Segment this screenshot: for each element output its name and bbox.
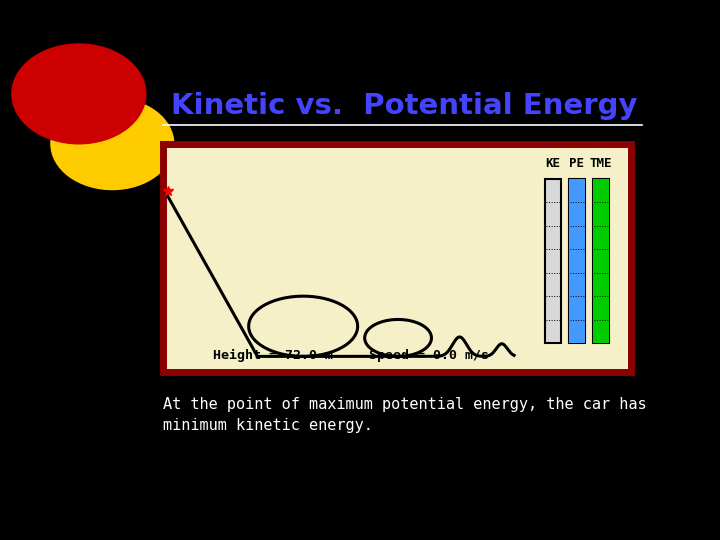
Text: KE: KE	[546, 157, 560, 170]
Bar	[569, 179, 585, 343]
Text: PE: PE	[570, 157, 585, 170]
Bar	[163, 144, 631, 373]
Text: At the point of maximum potential energy, the car has
minimum kinetic energy.: At the point of maximum potential energy…	[163, 397, 646, 434]
Text: Speed = 0.0 m/s: Speed = 0.0 m/s	[369, 349, 489, 362]
Bar	[569, 179, 585, 343]
Text: Kinetic vs.  Potential Energy: Kinetic vs. Potential Energy	[171, 92, 637, 120]
Bar	[544, 179, 562, 343]
Circle shape	[12, 44, 145, 144]
Text: TME: TME	[590, 157, 612, 170]
Text: Height = 72.0 m: Height = 72.0 m	[213, 349, 333, 362]
Bar	[593, 179, 609, 343]
Circle shape	[51, 98, 174, 190]
Bar	[593, 179, 609, 343]
